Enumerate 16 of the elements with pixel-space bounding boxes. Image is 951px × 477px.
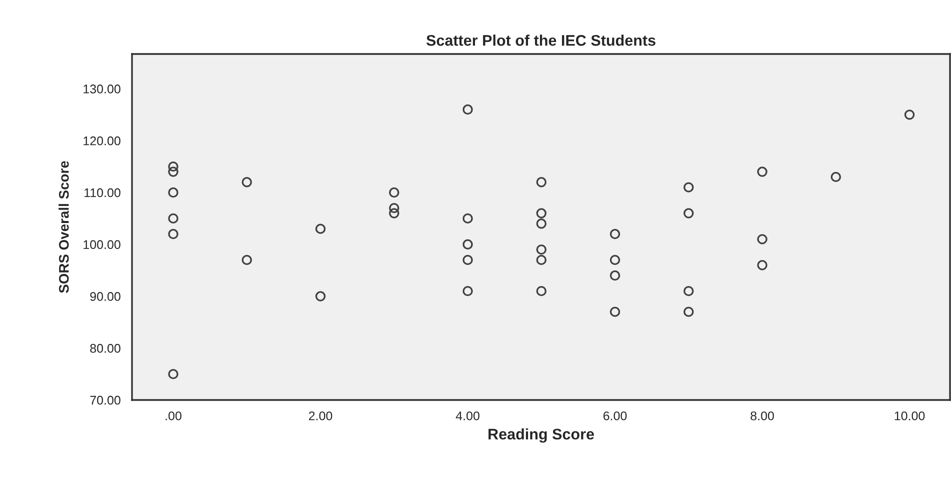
y-tick-label: 100.00 <box>84 240 120 250</box>
x-tick-label: 10.00 <box>894 411 925 420</box>
y-tick-label: 130.00 <box>84 84 120 94</box>
x-tick-label: 4.00 <box>456 411 480 420</box>
x-tick-label: 6.00 <box>603 411 627 420</box>
x-tick-label: 2.00 <box>308 411 332 420</box>
x-axis-title: Reading Score <box>488 428 594 443</box>
x-tick-label: .00 <box>166 411 182 420</box>
y-tick-label: 90.00 <box>90 292 120 301</box>
chart-title: Scatter Plot of the IEC Students <box>426 34 656 46</box>
y-tick-label: 80.00 <box>90 344 120 353</box>
y-axis-title: SORS Overall Score <box>58 161 69 293</box>
y-tick-label: 70.00 <box>90 396 120 405</box>
y-tick-label: 110.00 <box>84 188 120 198</box>
y-tick-label: 120.00 <box>84 136 120 146</box>
x-tick-label: 8.00 <box>750 411 774 420</box>
